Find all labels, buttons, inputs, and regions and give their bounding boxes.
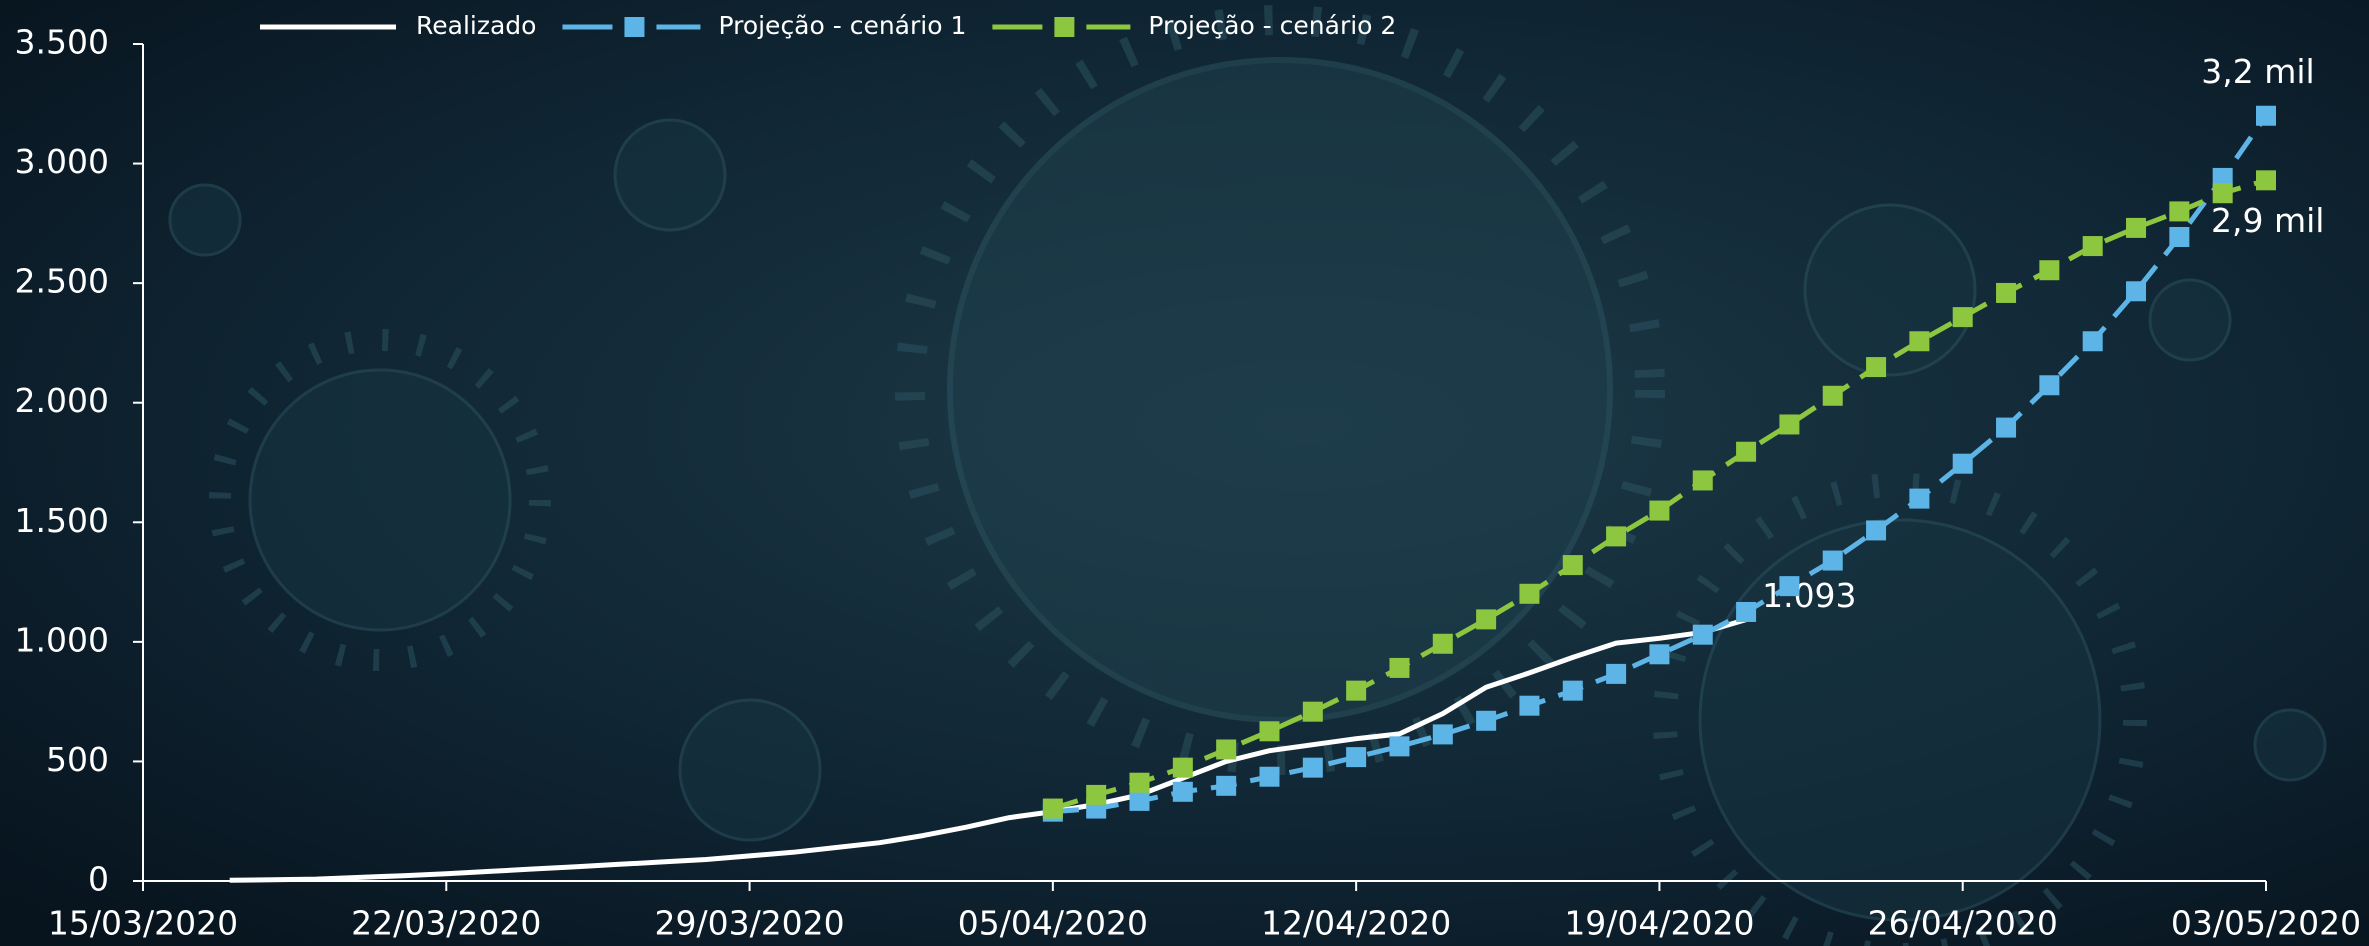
marker <box>1432 633 1453 654</box>
x-tick-label: 19/04/2020 <box>1564 904 1754 943</box>
y-tick-label: 0 <box>88 860 109 899</box>
x-tick-label: 03/05/2020 <box>2171 904 2361 943</box>
x-tick-label: 29/03/2020 <box>654 904 844 943</box>
marker <box>1736 441 1757 462</box>
marker <box>1779 576 1800 597</box>
series-line <box>229 617 1747 883</box>
virus-decoration <box>168 5 2327 946</box>
marker <box>2082 236 2103 257</box>
y-tick-label: 1.500 <box>15 501 109 540</box>
marker <box>1389 657 1410 678</box>
marker <box>1432 724 1453 745</box>
marker <box>1086 784 1107 805</box>
marker <box>1562 555 1583 576</box>
marker <box>1302 701 1323 722</box>
marker <box>1692 624 1713 645</box>
marker <box>1649 644 1670 665</box>
series-line <box>1052 177 2267 811</box>
marker <box>1172 781 1193 802</box>
y-tick-label: 2.000 <box>15 381 109 420</box>
marker <box>2256 105 2276 126</box>
marker <box>1519 695 1540 716</box>
marker <box>1346 680 1367 701</box>
marker <box>1172 757 1193 778</box>
x-tick-label: 05/04/2020 <box>958 904 1148 943</box>
marker <box>1909 331 1930 352</box>
y-tick-label: 500 <box>46 740 109 779</box>
marker <box>1562 680 1583 701</box>
marker <box>1129 790 1150 811</box>
marker <box>2169 226 2190 247</box>
legend-item: Realizado <box>260 11 536 40</box>
y-tick-label: 3.000 <box>15 142 109 181</box>
marker <box>1952 307 1973 328</box>
marker <box>1822 385 1843 406</box>
marker <box>1606 663 1627 684</box>
marker <box>1259 721 1280 742</box>
marker <box>1649 500 1670 521</box>
marker <box>1779 414 1800 435</box>
marker <box>1476 710 1497 731</box>
x-tick-label: 12/04/2020 <box>1261 904 1451 943</box>
marker <box>2169 201 2190 222</box>
marker <box>1216 739 1237 760</box>
marker <box>1216 775 1237 796</box>
marker <box>1996 282 2017 303</box>
y-tick-label: 2.500 <box>15 262 109 301</box>
marker <box>1519 583 1540 604</box>
marker <box>1129 772 1150 793</box>
marker <box>2256 170 2276 191</box>
marker <box>1389 736 1410 757</box>
y-tick-label: 1.000 <box>15 620 109 659</box>
legend-item: Projeção - cenário 2 <box>992 11 1396 40</box>
marker <box>2039 260 2060 281</box>
marker <box>1259 766 1280 787</box>
legend-marker <box>1054 17 1075 37</box>
series-line <box>1052 114 2269 815</box>
marker <box>1692 470 1713 491</box>
legend-label: Projeção - cenário 1 <box>718 11 966 40</box>
legend-label: Realizado <box>416 11 536 40</box>
data-label: 2,9 mil <box>2211 201 2324 240</box>
x-tick-label: 15/03/2020 <box>48 904 238 943</box>
marker <box>2212 183 2233 204</box>
marker <box>2126 281 2147 302</box>
marker <box>1302 757 1323 778</box>
marker <box>1822 550 1843 571</box>
marker <box>1952 453 1973 474</box>
marker <box>1866 357 1887 378</box>
legend-label: Projeção - cenário 2 <box>1148 11 1396 40</box>
marker <box>1996 417 2017 438</box>
x-tick-label: 26/04/2020 <box>1868 904 2058 943</box>
marker <box>1866 520 1887 541</box>
marker <box>2212 167 2233 188</box>
legend-item: Projeção - cenário 1 <box>562 11 966 40</box>
data-label: 3,2 mil <box>2201 52 2314 91</box>
marker <box>1736 601 1757 622</box>
marker <box>2126 217 2147 238</box>
marker <box>2039 375 2060 396</box>
marker <box>2082 331 2103 352</box>
marker <box>1606 526 1627 547</box>
y-tick-label: 3.500 <box>15 23 109 62</box>
marker <box>1909 488 1930 509</box>
marker <box>1346 747 1367 768</box>
marker <box>1476 609 1497 630</box>
legend-marker <box>624 17 645 37</box>
x-tick-label: 22/03/2020 <box>351 904 541 943</box>
plot-area: 0 500 1.000 1.500 2.000 2.500 3.000 3.500 15/03/… <box>15 11 2362 943</box>
marker <box>1042 798 1063 819</box>
